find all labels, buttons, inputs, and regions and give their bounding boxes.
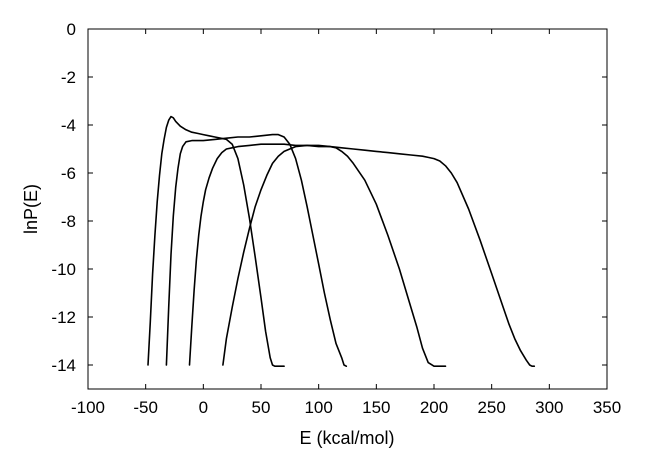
x-tick-label: -100 <box>71 398 105 417</box>
y-tick-label: -4 <box>61 116 76 135</box>
x-tick-label: 150 <box>362 398 390 417</box>
plot-frame <box>87 28 608 390</box>
x-axis-label: E (kcal/mol) <box>299 428 394 448</box>
x-axis-ticks: -100 -50 0 50 100 150 200 250 300 350 <box>71 29 621 417</box>
x-tick-label: 200 <box>420 398 448 417</box>
x-tick-label: 250 <box>477 398 505 417</box>
y-axis-ticks: 0 -2 -4 -6 -8 -10 -12 -14 <box>51 20 607 375</box>
x-tick-label: -50 <box>133 398 158 417</box>
y-tick-label: -12 <box>51 308 76 327</box>
x-tick-label: 50 <box>252 398 271 417</box>
series-line-2 <box>165 133 348 368</box>
y-tick-label: -2 <box>61 68 76 87</box>
y-tick-label: -6 <box>61 164 76 183</box>
series-line-4 <box>222 144 536 368</box>
y-tick-label: -14 <box>51 356 76 375</box>
y-tick-label: 0 <box>67 20 76 39</box>
series-line-3 <box>188 143 447 368</box>
y-tick-label: -8 <box>61 212 76 231</box>
series-lines <box>147 115 536 368</box>
x-tick-label: 300 <box>535 398 563 417</box>
series-line-1 <box>147 115 285 368</box>
y-tick-label: -10 <box>51 260 76 279</box>
x-tick-label: 100 <box>304 398 332 417</box>
x-tick-label: 0 <box>199 398 208 417</box>
x-tick-label: 350 <box>593 398 621 417</box>
y-axis-label: lnP(E) <box>21 184 41 234</box>
